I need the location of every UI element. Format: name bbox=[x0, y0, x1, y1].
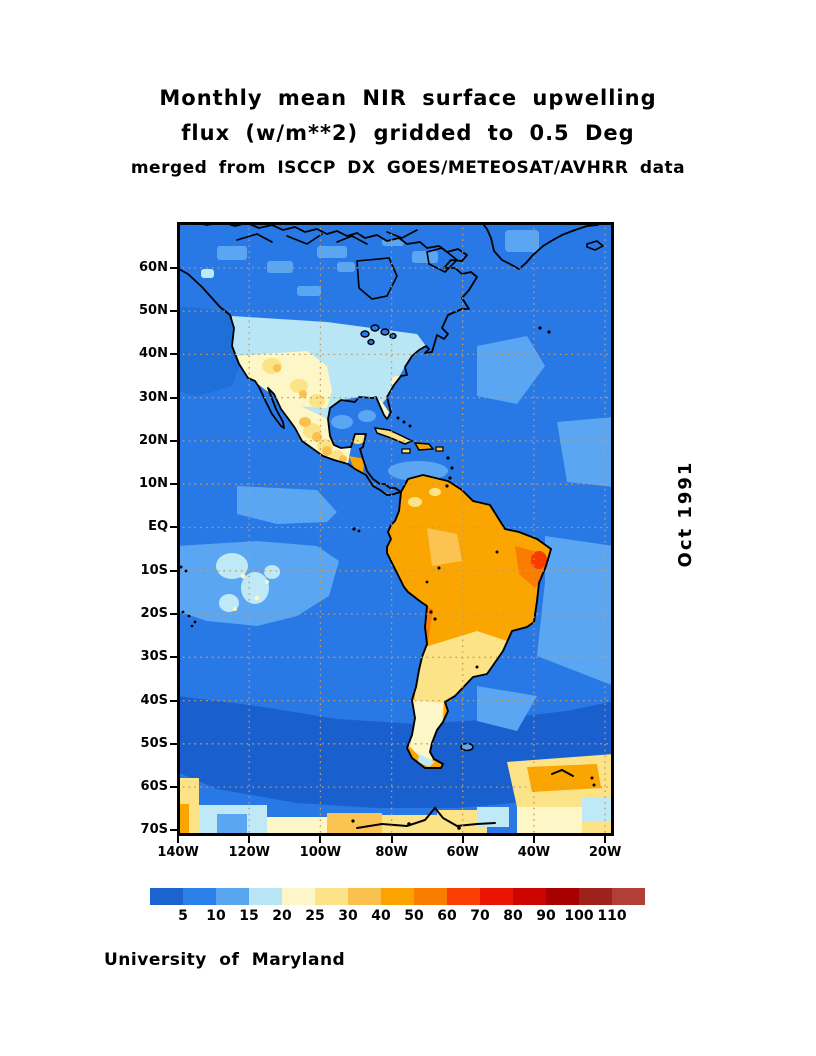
colorbar: 5 10 15 20 25 30 40 50 60 70 80 90 100 110 bbox=[150, 888, 645, 924]
lat-label-20N: 20N bbox=[139, 432, 168, 448]
colorbar-value-5: 5 bbox=[178, 908, 188, 924]
lat-tick bbox=[170, 786, 177, 789]
colorbar-value-80: 80 bbox=[503, 908, 523, 924]
colorbar-segment-2 bbox=[216, 888, 249, 905]
lat-tick bbox=[170, 396, 177, 399]
colorbar-value-70: 70 bbox=[470, 908, 490, 924]
colorbar-segment-10 bbox=[480, 888, 513, 905]
colorbar-segment-8 bbox=[414, 888, 447, 905]
lon-label-60W: 60W bbox=[446, 845, 479, 860]
lat-tick bbox=[170, 829, 177, 832]
colorbar-segment-12 bbox=[546, 888, 579, 905]
colorbar-segment-3 bbox=[249, 888, 282, 905]
lat-tick bbox=[170, 656, 177, 659]
ocean-yellow-flecks bbox=[233, 573, 269, 611]
colorbar-segment-7 bbox=[381, 888, 414, 905]
title-line-2: flux (w/m**2) gridded to 0.5 Deg bbox=[181, 121, 635, 145]
lon-label-40W: 40W bbox=[517, 845, 551, 860]
map-figure bbox=[176, 221, 614, 836]
lon-label-140W: 140W bbox=[157, 845, 199, 860]
lat-label-10S: 10S bbox=[140, 562, 168, 578]
lon-tick bbox=[248, 836, 251, 843]
lat-label-70S: 70S bbox=[140, 822, 168, 838]
lat-tick bbox=[170, 742, 177, 745]
lat-label-40S: 40S bbox=[140, 692, 168, 708]
colorbar-value-20: 20 bbox=[272, 908, 292, 924]
title-line-3: merged from ISCCP DX GOES/METEOSAT/AVHRR… bbox=[130, 158, 686, 178]
lat-tick bbox=[170, 526, 177, 529]
lat-label-10N: 10N bbox=[139, 476, 168, 492]
colorbar-value-25: 25 bbox=[305, 908, 325, 924]
lat-tick bbox=[170, 353, 177, 356]
colorbar-segment-9 bbox=[447, 888, 480, 905]
colorbar-segment-0 bbox=[150, 888, 183, 905]
lat-label-30N: 30N bbox=[139, 389, 168, 405]
lat-label-60N: 60N bbox=[139, 259, 168, 275]
colorbar-segment-4 bbox=[282, 888, 315, 905]
andes-specks bbox=[425, 550, 499, 669]
lon-label-120W: 120W bbox=[228, 845, 270, 860]
colorbar-segment-14 bbox=[612, 888, 645, 905]
lon-label-100W: 100W bbox=[299, 845, 342, 860]
lon-tick bbox=[604, 836, 607, 843]
colorbar-value-40: 40 bbox=[371, 908, 391, 924]
iceland bbox=[586, 240, 605, 251]
lon-tick bbox=[390, 836, 393, 843]
colorbar-segment-11 bbox=[513, 888, 546, 905]
antarctic-specks bbox=[351, 776, 596, 830]
lat-tick bbox=[170, 569, 177, 572]
map-frame bbox=[177, 222, 614, 836]
colorbar-value-10: 10 bbox=[206, 908, 226, 924]
date-label: Oct 1991 bbox=[675, 460, 696, 568]
lat-label-40N: 40N bbox=[139, 346, 168, 362]
lat-tick bbox=[170, 699, 177, 702]
colorbar-value-110: 110 bbox=[597, 908, 627, 924]
colorbar-value-30: 30 bbox=[338, 908, 358, 924]
lat-label-50N: 50N bbox=[139, 303, 168, 319]
graticule bbox=[177, 222, 614, 836]
north-america bbox=[176, 221, 478, 496]
lon-label-20W: 20W bbox=[588, 845, 622, 860]
antarctic-coast bbox=[356, 768, 574, 829]
lat-label-50S: 50S bbox=[140, 735, 168, 751]
colorbar-value-15: 15 bbox=[239, 908, 259, 924]
colorbar-value-90: 90 bbox=[536, 908, 556, 924]
lon-tick bbox=[177, 836, 180, 843]
colorbar-value-60: 60 bbox=[437, 908, 457, 924]
lat-tick bbox=[170, 483, 177, 486]
lon-tick bbox=[461, 836, 464, 843]
pacific-island-specks bbox=[179, 326, 551, 628]
lat-label-20S: 20S bbox=[140, 606, 168, 622]
colorbar-segment-13 bbox=[579, 888, 612, 905]
greenland bbox=[475, 221, 605, 270]
lat-label-30S: 30S bbox=[140, 649, 168, 665]
lat-tick bbox=[170, 613, 177, 616]
lat-tick bbox=[170, 439, 177, 442]
colorbar-segment-1 bbox=[183, 888, 216, 905]
credit-text: University of Maryland bbox=[104, 950, 346, 970]
caribbean-islands bbox=[373, 416, 454, 488]
title-line-1: Monthly mean NIR surface upwelling bbox=[159, 86, 657, 110]
lat-tick bbox=[170, 266, 177, 269]
colorbar-value-50: 50 bbox=[404, 908, 424, 924]
lat-tick bbox=[170, 310, 177, 313]
colorbar-segment-5 bbox=[315, 888, 348, 905]
lon-label-80W: 80W bbox=[375, 845, 408, 860]
lon-tick bbox=[532, 836, 535, 843]
lat-label-60S: 60S bbox=[140, 779, 168, 795]
colorbar-value-100: 100 bbox=[564, 908, 594, 924]
lon-tick bbox=[319, 836, 322, 843]
lat-label-EQ: EQ bbox=[148, 519, 168, 535]
map-canvas bbox=[176, 221, 614, 836]
colorbar-segment-6 bbox=[348, 888, 381, 905]
